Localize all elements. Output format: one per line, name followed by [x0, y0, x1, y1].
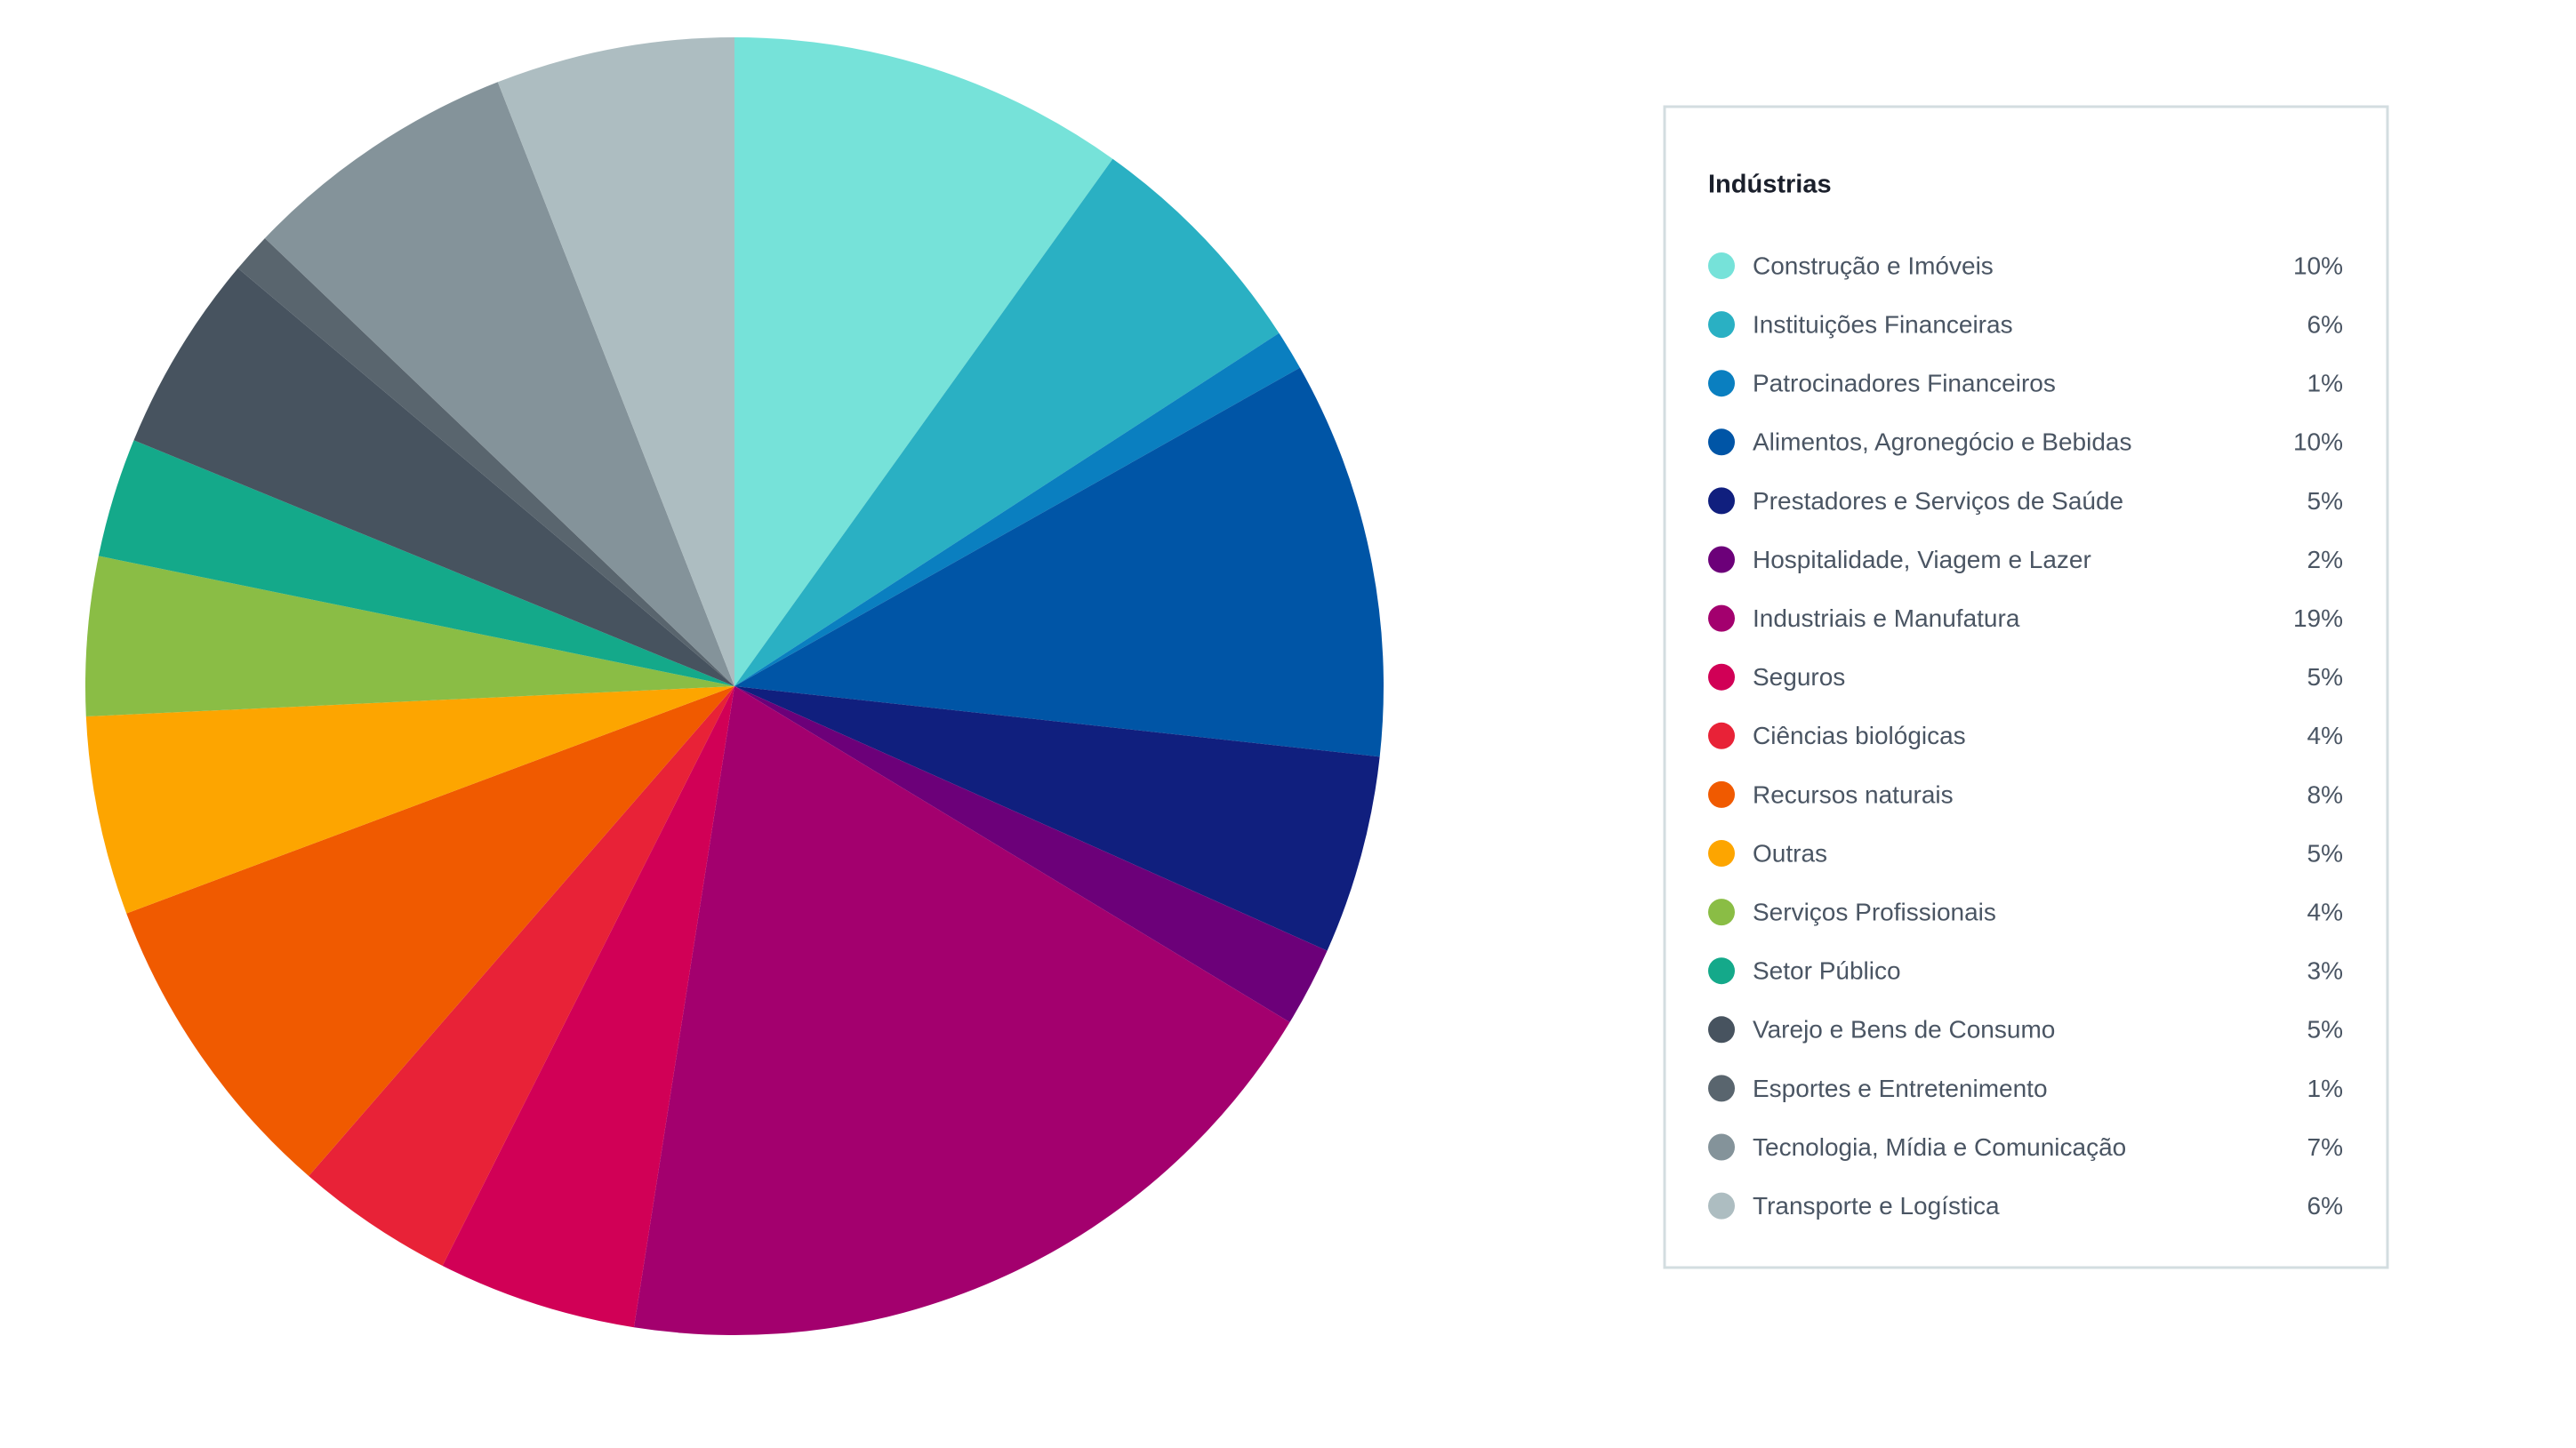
- legend-value: 4%: [2307, 722, 2343, 749]
- legend-label: Serviços Profissionais: [1753, 898, 1996, 925]
- legend-value: 6%: [2307, 310, 2343, 338]
- legend-swatch: [1708, 487, 1735, 515]
- legend-label: Construção e Imóveis: [1753, 252, 1994, 279]
- legend-title: Indústrias: [1708, 171, 1832, 199]
- legend-value: 4%: [2307, 898, 2343, 925]
- legend-value: 8%: [2307, 780, 2343, 808]
- legend-label: Recursos naturais: [1753, 780, 1954, 808]
- legend-value: 2%: [2307, 546, 2343, 573]
- legend-label: Transporte e Logística: [1753, 1192, 2000, 1220]
- pie-slice: [126, 686, 734, 1177]
- pie-slice: [734, 367, 1384, 757]
- legend-value: 1%: [2307, 1075, 2343, 1102]
- legend-swatch: [1708, 957, 1735, 985]
- legend-swatch: [1708, 840, 1735, 867]
- legend-label: Alimentos, Agronegócio e Bebidas: [1753, 428, 2132, 456]
- legend-swatch: [1708, 663, 1735, 691]
- legend-swatch: [1708, 311, 1735, 339]
- pie-slice: [734, 686, 1380, 951]
- legend-swatch: [1708, 780, 1735, 808]
- legend-value: 10%: [2293, 252, 2343, 279]
- legend-swatch: [1708, 252, 1735, 279]
- legend-label: Seguros: [1753, 663, 1845, 691]
- legend-swatch: [1708, 1192, 1735, 1220]
- legend-swatch: [1708, 1075, 1735, 1102]
- pie-slice: [133, 268, 734, 686]
- legend-label: Ciências biológicas: [1753, 722, 1966, 749]
- legend-value: 1%: [2307, 370, 2343, 397]
- pie-slice: [734, 332, 1300, 686]
- legend-swatch: [1708, 370, 1735, 397]
- legend-value: 5%: [2307, 1016, 2343, 1044]
- pie-slice: [497, 37, 734, 686]
- legend-swatch: [1708, 1133, 1735, 1161]
- legend-label: Esportes e Entretenimento: [1753, 1075, 2048, 1102]
- pie-slice: [633, 686, 1290, 1335]
- legend-value: 5%: [2307, 663, 2343, 691]
- legend-value: 5%: [2307, 839, 2343, 867]
- legend-label: Industriais e Manufatura: [1753, 604, 2020, 632]
- pie-slice: [264, 82, 734, 686]
- legend-box: [1663, 105, 2389, 1269]
- legend-swatch: [1708, 428, 1735, 456]
- legend-swatch: [1708, 899, 1735, 926]
- legend-value: 19%: [2293, 604, 2343, 632]
- legend-value: 10%: [2293, 428, 2343, 456]
- pie-slice: [309, 686, 734, 1266]
- pie-slice: [734, 158, 1280, 687]
- legend-swatch: [1708, 722, 1735, 749]
- pie-slice: [98, 440, 734, 686]
- legend-label: Prestadores e Serviços de Saúde: [1753, 487, 2123, 515]
- legend-label: Instituições Financeiras: [1753, 310, 2013, 338]
- legend-swatch: [1708, 546, 1735, 573]
- pie-slice: [85, 686, 734, 914]
- legend-label: Patrocinadores Financeiros: [1753, 370, 2056, 397]
- legend-value: 7%: [2307, 1133, 2343, 1161]
- pie-slice: [734, 37, 1113, 686]
- legend-value: 6%: [2307, 1192, 2343, 1220]
- pie-slice: [85, 556, 735, 717]
- pie-slice: [442, 686, 734, 1328]
- legend-swatch: [1708, 604, 1735, 632]
- legend-swatch: [1708, 1016, 1735, 1044]
- legend-label: Hospitalidade, Viagem e Lazer: [1753, 546, 2091, 573]
- legend-value: 3%: [2307, 957, 2343, 985]
- pie-slice: [237, 237, 734, 686]
- pie-slice: [734, 686, 1328, 1023]
- legend-value: 5%: [2307, 487, 2343, 515]
- legend-label: Tecnologia, Mídia e Comunicação: [1753, 1133, 2126, 1161]
- legend-label: Setor Público: [1753, 957, 1901, 985]
- legend-label: Varejo e Bens de Consumo: [1753, 1016, 2055, 1044]
- legend-label: Outras: [1753, 839, 1827, 867]
